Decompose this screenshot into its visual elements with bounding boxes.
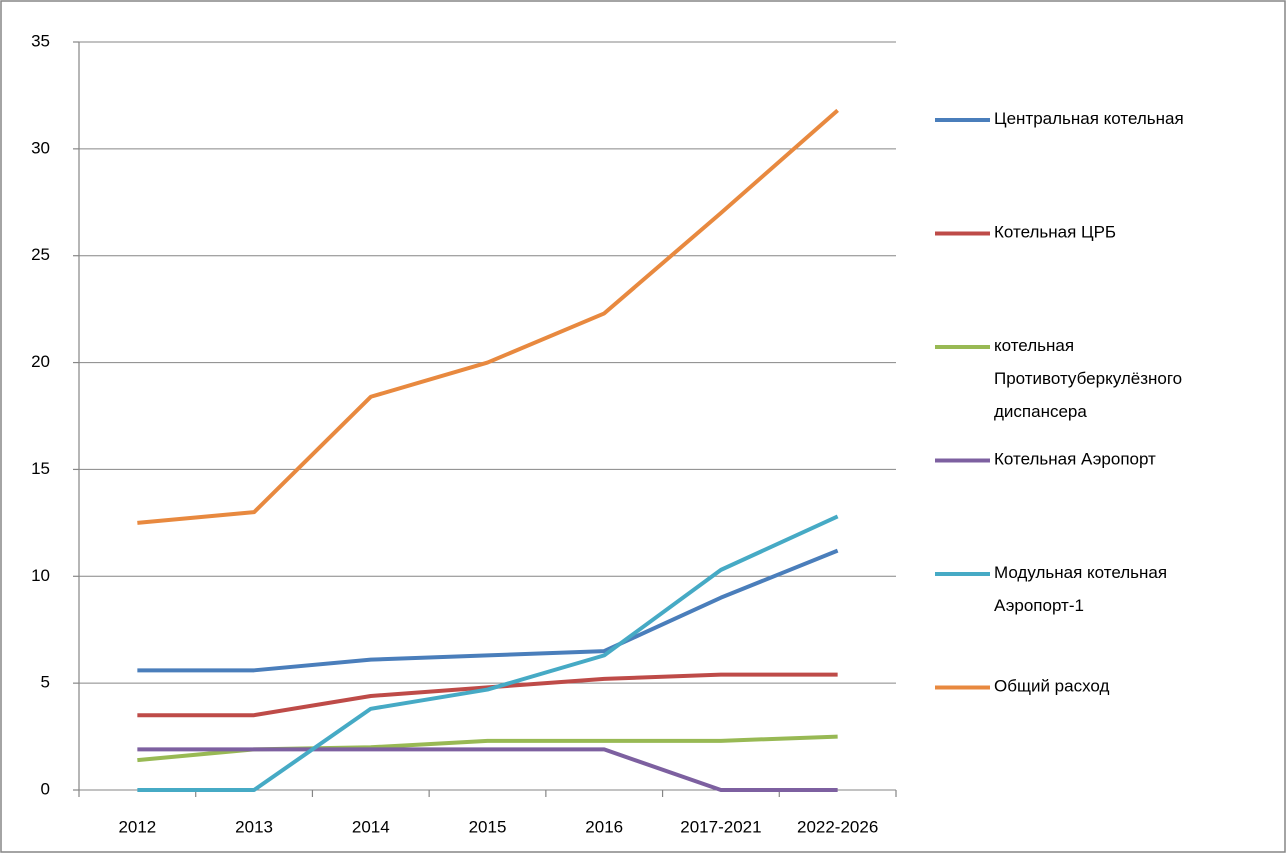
y-tick-label: 25 — [31, 245, 50, 264]
x-tick-label: 2016 — [585, 817, 623, 836]
y-tick-label: 0 — [41, 779, 50, 798]
x-tick-label: 2014 — [352, 817, 390, 836]
y-tick-label: 20 — [31, 352, 50, 371]
legend-label: Котельная ЦРБ — [994, 223, 1116, 242]
series-line — [137, 108, 839, 525]
y-tick-label: 10 — [31, 566, 50, 585]
legend-label: Общий расход — [994, 677, 1109, 696]
y-tick-label: 5 — [41, 673, 50, 692]
series-line — [137, 747, 838, 792]
x-tick-label: 2022-2026 — [797, 817, 878, 836]
x-tick-label: 2013 — [235, 817, 273, 836]
x-tick-label: 2012 — [118, 817, 156, 836]
y-tick-label: 35 — [31, 31, 50, 50]
legend-label: Центральная котельная — [994, 109, 1184, 128]
series-line — [137, 548, 839, 673]
x-tick-label: 2017-2021 — [680, 817, 761, 836]
legend-label: Котельная Аэропорт — [994, 450, 1156, 469]
legend-label: котельная Противотуберкулёзного диспансера — [994, 336, 1182, 421]
series-line — [137, 514, 839, 792]
y-tick-label: 15 — [31, 459, 50, 478]
series-line — [137, 672, 838, 718]
x-tick-label: 2015 — [469, 817, 507, 836]
legend-label: Модульная котельная Аэропорт-1 — [994, 563, 1167, 615]
y-tick-label: 30 — [31, 138, 50, 157]
